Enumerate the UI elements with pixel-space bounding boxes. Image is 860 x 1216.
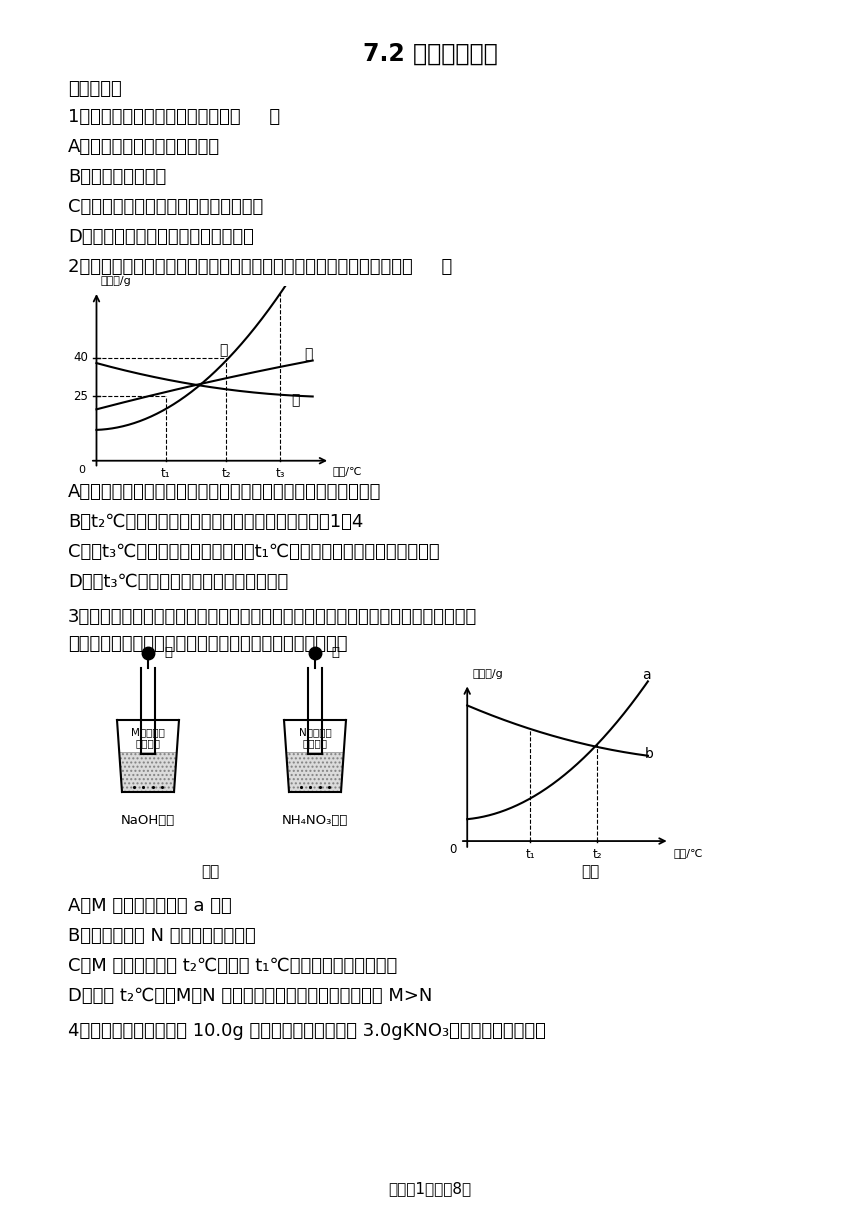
Text: 溶解度/g: 溶解度/g [101,276,132,286]
Text: 乙: 乙 [304,347,312,361]
Text: 温度/℃: 温度/℃ [673,848,703,857]
Text: 水: 水 [331,647,339,659]
Text: A．食盐水倒出一半后浓度降低: A．食盐水倒出一半后浓度降低 [68,137,220,156]
Text: D．蔗糖可以无限溶解在一定量的水中: D．蔗糖可以无限溶解在一定量的水中 [68,229,254,246]
Text: 丙: 丙 [291,393,299,407]
Text: 水: 水 [164,647,172,659]
Text: 液变浑浊: 液变浑浊 [303,738,328,748]
Text: 4．甲、乙试管中各盛有 10.0g 水，向其中一支中加入 3.0gKNO₃固体，另一支中加入: 4．甲、乙试管中各盛有 10.0g 水，向其中一支中加入 3.0gKNO₃固体，… [68,1021,546,1040]
Text: C．升温会降低二氧化碳在水中的溶解度: C．升温会降低二氧化碳在水中的溶解度 [68,198,263,216]
Text: M的饱和溶: M的饱和溶 [131,727,165,737]
Text: 1．下列有关溶液的叙述正确的是（     ）: 1．下列有关溶液的叙述正确的是（ ） [68,108,280,126]
Text: D．如果 t₂℃时，M、N 的饱和溶液质量相等，则溶剂质量 M>N: D．如果 t₂℃时，M、N 的饱和溶液质量相等，则溶剂质量 M>N [68,987,433,1004]
Text: B．升温可以使 N 的饱和溶液变浑浊: B．升温可以使 N 的饱和溶液变浑浊 [68,927,255,945]
Text: NaOH固体: NaOH固体 [121,814,175,827]
Text: 25: 25 [73,390,88,402]
Text: 0: 0 [78,465,86,474]
Text: C．将t₃℃的甲、乙饱和溶液降温到t₁℃，析出固体甲的质量一定大于乙: C．将t₃℃的甲、乙饱和溶液降温到t₁℃，析出固体甲的质量一定大于乙 [68,544,439,561]
Text: t₁: t₁ [525,848,535,861]
Text: 溶解度/g: 溶解度/g [473,669,503,680]
Text: t₂: t₂ [593,848,602,861]
Text: A．M 的溶解度曲线为 a 曲线: A．M 的溶解度曲线为 a 曲线 [68,897,231,914]
Text: t₂: t₂ [222,467,231,480]
Polygon shape [286,753,344,792]
Text: t₃: t₃ [275,467,285,480]
Text: b: b [644,747,653,761]
Text: B．t₂℃时，丙的饱和溶液中溶质和溶剂的质量比为1：4: B．t₂℃时，丙的饱和溶液中溶质和溶剂的质量比为1：4 [68,513,364,531]
Text: NH₄NO₃固体: NH₄NO₃固体 [282,814,348,827]
Text: 温度/℃: 温度/℃ [332,466,362,475]
Text: a: a [642,668,651,682]
Text: 液变浑浊: 液变浑浊 [136,738,161,748]
Text: 40: 40 [73,351,88,365]
Text: 0: 0 [449,843,457,856]
Text: 3．某同学在探究物质溶解的热现象及温度对物质溶解度影响时，设计了如下实验，现: 3．某同学在探究物质溶解的热现象及温度对物质溶解度影响时，设计了如下实验，现 [68,608,477,626]
Text: N的饱和溶: N的饱和溶 [298,727,331,737]
Text: 甲: 甲 [219,343,228,358]
Text: 象如图一所示，溶解度曲线如图二所示，下列说法正确的是: 象如图一所示，溶解度曲线如图二所示，下列说法正确的是 [68,635,347,653]
Text: 7.2 物质溶解的量: 7.2 物质溶解的量 [363,43,497,66]
Text: C．M 的饱和溶液从 t₂℃降温到 t₁℃时，溶质质量分数变大: C．M 的饱和溶液从 t₂℃降温到 t₁℃时，溶质质量分数变大 [68,957,397,975]
Text: D．在t₃℃时，甲、乙两物质的溶解度相等: D．在t₃℃时，甲、乙两物质的溶解度相等 [68,573,288,591]
Polygon shape [120,753,177,792]
Text: t₁: t₁ [161,467,170,480]
Text: 图一: 图一 [201,865,219,879]
Text: 图二: 图二 [580,865,599,879]
Text: B．果粒橙属于溶液: B．果粒橙属于溶液 [68,168,166,186]
Text: 试卷第1页，共8页: 试卷第1页，共8页 [389,1181,471,1197]
Text: A．甲中混有少量乙，若要提纯甲，可采取冷却热饱和溶液结晶法: A．甲中混有少量乙，若要提纯甲，可采取冷却热饱和溶液结晶法 [68,483,381,501]
Text: 2．如图为甲、乙、丙三种固体物质的溶解度曲线，下列说法错误的是（     ）: 2．如图为甲、乙、丙三种固体物质的溶解度曲线，下列说法错误的是（ ） [68,258,452,276]
Text: 一、单选题: 一、单选题 [68,80,122,98]
